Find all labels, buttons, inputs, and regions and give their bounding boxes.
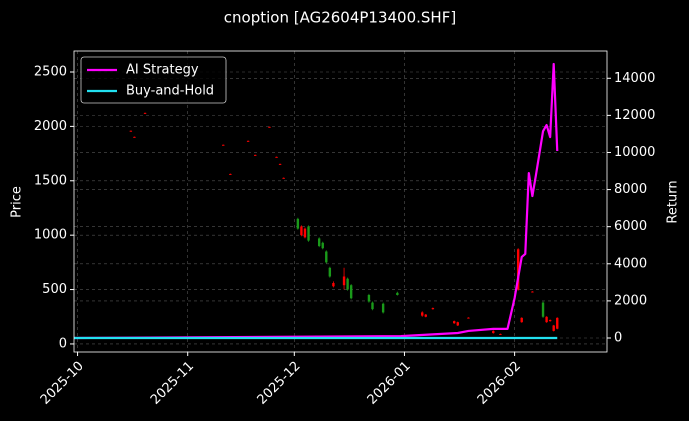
y-tick-label: 1000 [34,228,67,243]
candle-body [303,228,307,238]
candle-body [531,291,534,293]
candle-body [552,325,555,331]
candle-body [421,312,424,316]
candle-body [143,112,147,114]
candle-body [275,156,278,158]
candle-body [381,303,385,313]
y-tick-label: 1500 [34,173,67,188]
candle-body [268,126,271,128]
candle-body [282,177,285,179]
candle-body [548,320,552,322]
legend: AI Strategy Buy-and-Hold [80,56,227,104]
y-tick-label: 0 [59,336,67,351]
candle-body [129,130,133,132]
candle-body [520,317,523,323]
y2-tick-label: 4000 [614,256,647,271]
candle-body [367,294,371,302]
candle-body [328,267,332,277]
y2-axis-label: Return [666,180,681,223]
candle-body [133,136,136,138]
y-axis-label: Price [10,186,25,218]
y-tick-label: 2500 [34,64,67,79]
candle-body [541,302,545,317]
x-tick-label: 2025-10 [38,359,87,408]
legend-label: AI Strategy [126,63,199,78]
candle-body [499,333,502,335]
legend-label: Buy-and-Hold [126,84,214,99]
candle-body [342,276,346,286]
y2-tick-label: 6000 [614,219,647,234]
candle-body [396,292,399,295]
x-tick-label: 2025-11 [148,359,197,408]
candle-body [307,226,310,241]
x-tick-label: 2026-02 [475,359,524,408]
candle-body [349,285,353,299]
candle-body [325,251,328,263]
x-tick-label: 2026-01 [365,359,414,408]
y-tick-label: 2000 [34,119,67,134]
y2-tick-label: 8000 [614,182,647,197]
candle-body [332,283,335,287]
plot-frame [73,50,608,353]
chart-title: cnoption [AG2604P13400.SHF] [224,9,456,27]
candle-body [296,218,300,229]
candle-body [431,308,435,310]
candle-body [516,249,520,290]
candle-body [556,317,559,329]
candle-body [456,322,459,326]
candle-body [424,314,427,317]
legend-box [80,56,227,104]
candle-body [254,154,257,156]
candle-body [246,140,250,142]
candle-body [317,238,321,247]
y2-tick-label: 10000 [614,145,655,160]
candle-body [545,316,548,323]
candle-body [453,321,456,324]
candle-body [300,226,303,236]
y2-tick-label: 2000 [614,293,647,308]
x-tick-label: 2025-12 [255,359,304,408]
series-line [73,62,559,340]
candle-body [229,173,232,175]
y2-tick-label: 14000 [614,71,655,86]
y2-tick-label: 0 [614,330,622,345]
candle-body [346,278,349,290]
candle-body [467,317,470,319]
candle-body [278,163,282,165]
y2-tick-label: 12000 [614,108,655,123]
candle-body [492,330,495,334]
candle-body [371,302,374,310]
candle-body [222,144,225,146]
candle-body [321,242,324,249]
y-tick-label: 500 [42,282,67,297]
